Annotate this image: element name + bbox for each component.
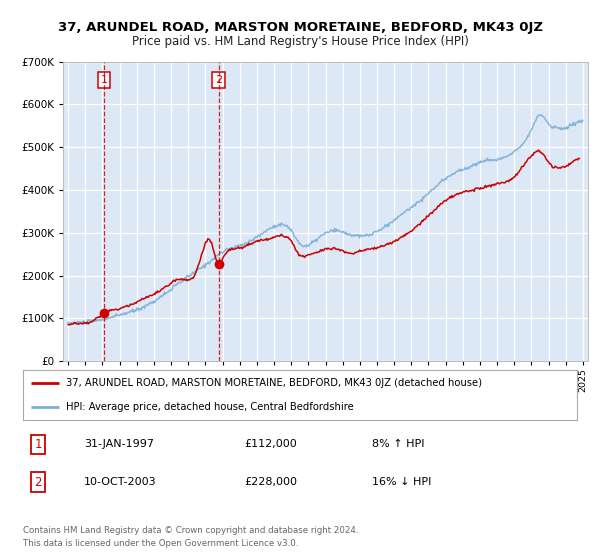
Text: Price paid vs. HM Land Registry's House Price Index (HPI): Price paid vs. HM Land Registry's House … — [131, 35, 469, 48]
Text: £228,000: £228,000 — [245, 477, 298, 487]
Text: 2: 2 — [215, 75, 223, 85]
Text: 31-JAN-1997: 31-JAN-1997 — [84, 440, 154, 450]
Text: 2: 2 — [35, 475, 42, 488]
Text: 16% ↓ HPI: 16% ↓ HPI — [372, 477, 431, 487]
Text: 37, ARUNDEL ROAD, MARSTON MORETAINE, BEDFORD, MK43 0JZ (detached house): 37, ARUNDEL ROAD, MARSTON MORETAINE, BED… — [66, 377, 482, 388]
Text: 1: 1 — [35, 438, 42, 451]
Text: HPI: Average price, detached house, Central Bedfordshire: HPI: Average price, detached house, Cent… — [66, 402, 354, 412]
Text: Contains HM Land Registry data © Crown copyright and database right 2024.: Contains HM Land Registry data © Crown c… — [23, 526, 358, 535]
Text: 1: 1 — [100, 75, 107, 85]
Text: This data is licensed under the Open Government Licence v3.0.: This data is licensed under the Open Gov… — [23, 539, 298, 548]
Text: 10-OCT-2003: 10-OCT-2003 — [84, 477, 157, 487]
Text: 37, ARUNDEL ROAD, MARSTON MORETAINE, BEDFORD, MK43 0JZ: 37, ARUNDEL ROAD, MARSTON MORETAINE, BED… — [58, 21, 542, 34]
Text: £112,000: £112,000 — [245, 440, 298, 450]
Text: 8% ↑ HPI: 8% ↑ HPI — [372, 440, 425, 450]
